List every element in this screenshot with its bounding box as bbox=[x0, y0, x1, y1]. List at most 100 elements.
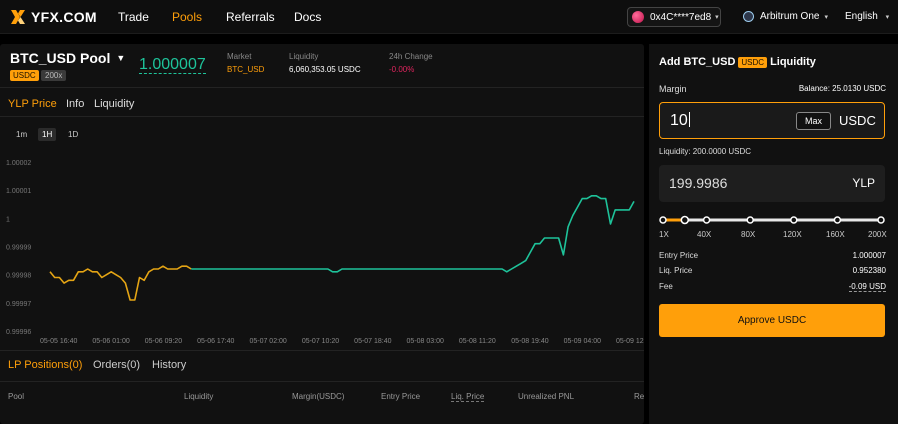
tab-info[interactable]: Info bbox=[66, 98, 85, 110]
balance-text: Balance: 25.0130 USDC bbox=[798, 84, 886, 93]
timeframe-1h[interactable]: 1H bbox=[38, 128, 57, 141]
slider-handle[interactable] bbox=[680, 215, 690, 225]
chevron-down-icon: ▾ bbox=[885, 14, 890, 21]
pool-header: BTC_USD Pool ▼ USDC 200x 1.000007 Market … bbox=[0, 44, 644, 88]
x-tick-label: 05-06 01:00 bbox=[92, 338, 129, 345]
tab-ylp-price[interactable]: YLP Price bbox=[8, 98, 57, 110]
ylp-unit: YLP bbox=[852, 176, 875, 190]
y-tick-label: 0.99998 bbox=[6, 273, 31, 280]
text-cursor bbox=[688, 112, 690, 127]
ylp-output: 199.9986 YLP bbox=[659, 165, 885, 202]
column-re: Re bbox=[634, 392, 645, 401]
entry-price-value: 1.000007 bbox=[852, 251, 886, 260]
pool-panel: BTC_USD Pool ▼ USDC 200x 1.000007 Market … bbox=[0, 44, 644, 424]
logo-icon bbox=[11, 10, 25, 24]
pool-selector[interactable]: BTC_USD Pool ▼ bbox=[10, 50, 125, 66]
leverage-label-120x: 120X bbox=[783, 230, 802, 239]
chart-tabs: YLP Price Info Liquidity bbox=[0, 89, 644, 117]
x-tick-label: 05-09 12:20 bbox=[616, 338, 644, 345]
column-liquidity: Liquidity bbox=[184, 392, 214, 401]
tab-history[interactable]: History bbox=[152, 359, 187, 371]
pool-price: 1.000007 bbox=[139, 56, 206, 74]
column-margin: Margin(USDC) bbox=[292, 392, 345, 401]
slider-tick bbox=[877, 216, 885, 224]
slider-tick bbox=[790, 216, 798, 224]
top-nav: YFX.COM Trade Pools Referrals Docs 0x4C*… bbox=[0, 0, 898, 34]
caret-down-icon: ▼ bbox=[116, 53, 126, 63]
tab-liquidity[interactable]: Liquidity bbox=[94, 98, 135, 110]
leverage-label-80x: 80X bbox=[741, 230, 756, 239]
wallet-button[interactable]: 0x4C****7ed8 ▾ bbox=[627, 7, 721, 27]
liquidity-text: Liquidity: 200.0000 USDC bbox=[659, 147, 752, 156]
leverage-label-1x: 1X bbox=[659, 230, 669, 239]
x-tick-label: 05-05 16:40 bbox=[40, 338, 77, 345]
liq-price-value: 0.952380 bbox=[852, 266, 886, 275]
margin-unit: USDC bbox=[839, 113, 876, 128]
liquidity-label: Liquidity bbox=[289, 52, 319, 61]
x-tick-label: 05-06 09:20 bbox=[145, 338, 182, 345]
change-value: -0.00% bbox=[389, 65, 415, 74]
nav-referrals[interactable]: Referrals bbox=[226, 10, 275, 24]
column-pool: Pool bbox=[8, 392, 25, 401]
logo[interactable]: YFX.COM bbox=[10, 9, 97, 25]
leverage-tag: 200x bbox=[41, 70, 67, 81]
arbitrum-icon bbox=[743, 11, 754, 22]
wallet-avatar-icon bbox=[632, 11, 644, 23]
y-tick-label: 1.00001 bbox=[6, 188, 31, 195]
title-prefix: Add BTC_USD bbox=[659, 56, 736, 68]
y-tick-label: 0.99997 bbox=[6, 301, 31, 308]
tab-orders[interactable]: Orders(0) bbox=[93, 359, 141, 371]
x-tick-label: 05-08 11:20 bbox=[459, 338, 496, 345]
x-tick-label: 05-08 19:40 bbox=[511, 338, 548, 345]
leverage-slider[interactable] bbox=[659, 212, 885, 236]
timeframe-1m[interactable]: 1m bbox=[16, 130, 28, 139]
nav-pools[interactable]: Pools bbox=[172, 10, 203, 24]
x-tick-label: 05-08 03:00 bbox=[407, 338, 444, 345]
slider-tick bbox=[659, 216, 667, 224]
ylp-value: 199.9986 bbox=[669, 175, 728, 191]
network-name: Arbitrum One bbox=[760, 11, 820, 22]
change-label: 24h Change bbox=[389, 52, 433, 61]
tab-lp-positions[interactable]: LP Positions(0) bbox=[8, 359, 83, 371]
language-selector[interactable]: English ▾ bbox=[845, 11, 889, 22]
positions-section: LP Positions(0) Orders(0) History Pool L… bbox=[0, 350, 644, 424]
column-liq-price: Liq. Price bbox=[451, 392, 485, 402]
panel-title: Add BTC_USD USDC Liquidity bbox=[659, 56, 816, 68]
leverage-label-160x: 160X bbox=[826, 230, 845, 239]
collateral-tag: USDC bbox=[10, 70, 39, 81]
title-tag: USDC bbox=[738, 56, 768, 68]
x-tick-label: 05-09 04:00 bbox=[564, 338, 601, 345]
logo-text: YFX.COM bbox=[31, 9, 97, 25]
wallet-address: 0x4C****7ed8 bbox=[650, 11, 712, 23]
network-selector[interactable]: Arbitrum One ▾ bbox=[743, 11, 828, 22]
max-button[interactable]: Max bbox=[796, 112, 831, 130]
ylp-price-chart[interactable]: 1.00002 1.00001 1 0.99999 0.99998 0.99997 0.99… bbox=[0, 148, 644, 348]
column-entry-price: Entry Price bbox=[381, 392, 421, 401]
entry-price-label: Entry Price bbox=[659, 251, 699, 260]
slider-tick bbox=[833, 216, 842, 224]
chevron-down-icon: ▾ bbox=[824, 13, 828, 21]
leverage-label-200x: 200X bbox=[868, 230, 887, 239]
leverage-label-40x: 40X bbox=[697, 230, 712, 239]
margin-label: Margin bbox=[659, 84, 687, 94]
market-value: BTC_USD bbox=[227, 65, 265, 74]
y-tick-label: 1.00002 bbox=[6, 160, 31, 167]
fee-label: Fee bbox=[659, 282, 673, 291]
nav-trade[interactable]: Trade bbox=[118, 10, 149, 24]
divider bbox=[0, 381, 644, 382]
price-series-line bbox=[191, 194, 635, 273]
add-liquidity-panel: Add BTC_USD USDC Liquidity Margin Balanc… bbox=[649, 44, 898, 424]
y-tick-label: 1 bbox=[6, 216, 10, 223]
slider-tick bbox=[702, 216, 711, 224]
slider-tick bbox=[746, 216, 754, 224]
language-label: English bbox=[845, 11, 878, 22]
y-tick-label: 0.99999 bbox=[6, 245, 31, 252]
approve-usdc-button[interactable]: Approve USDC bbox=[659, 304, 885, 337]
title-suffix: Liquidity bbox=[770, 56, 816, 68]
x-tick-label: 05-07 02:00 bbox=[249, 338, 286, 345]
margin-value-text: 10 bbox=[670, 112, 688, 129]
market-label: Market bbox=[227, 52, 252, 61]
margin-input[interactable]: 10 Max USDC bbox=[659, 102, 885, 139]
nav-docs[interactable]: Docs bbox=[294, 10, 322, 24]
timeframe-1d[interactable]: 1D bbox=[68, 130, 79, 139]
